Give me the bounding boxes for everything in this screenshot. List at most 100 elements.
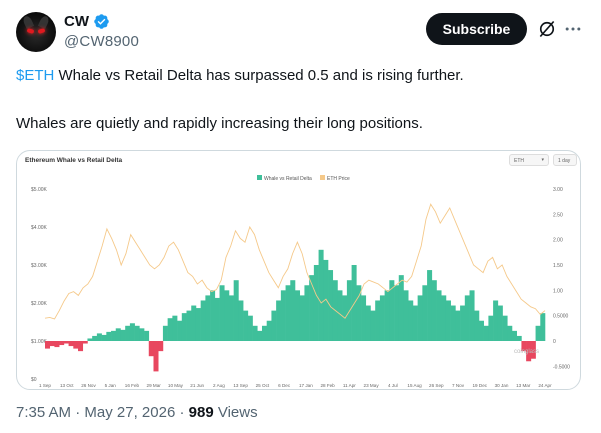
delta-bar	[243, 310, 249, 341]
subscribe-button[interactable]: Subscribe	[426, 13, 527, 45]
delta-bar	[483, 325, 489, 341]
views-label: Views	[213, 404, 258, 421]
delta-bar	[120, 329, 126, 341]
display-name-text[interactable]: CW	[64, 13, 89, 30]
delta-bar	[521, 341, 527, 352]
delta-bar	[210, 290, 216, 341]
delta-bar	[63, 341, 69, 344]
delta-bar	[186, 310, 192, 341]
tweet-date[interactable]: May 27, 2026	[84, 404, 176, 421]
y-right-tick-label: 1.50	[553, 263, 563, 269]
delta-bar	[436, 290, 442, 341]
y-right-tick-label: -0.5000	[553, 364, 570, 370]
delta-bar	[205, 295, 211, 341]
delta-bar	[356, 285, 362, 341]
delta-bar	[195, 308, 201, 341]
chevron-down-icon: ▾	[541, 157, 544, 163]
delta-bar	[394, 285, 400, 341]
delta-bar	[252, 325, 258, 341]
delta-bar	[488, 315, 494, 341]
y-right-tick-label: 3.00	[553, 187, 563, 193]
x-tick-label: 13 Oct	[60, 383, 74, 388]
x-tick-label: 6 Dec	[278, 383, 291, 388]
cashtag-link[interactable]: $ETH	[16, 67, 55, 84]
delta-bar	[318, 249, 324, 341]
delta-bar	[328, 270, 334, 341]
delta-bar	[233, 280, 239, 341]
delta-bar	[309, 275, 315, 341]
delta-bar	[530, 341, 536, 359]
delta-bar	[280, 290, 286, 341]
meta-separator: ·	[71, 404, 85, 421]
legend-label-delta: Whale vs Retail Delta	[264, 176, 312, 182]
delta-bar	[403, 290, 409, 341]
views-count: 989	[188, 404, 214, 421]
delta-bar	[148, 341, 154, 357]
author-handle[interactable]: @CW8900	[64, 33, 139, 50]
delta-bar	[172, 315, 178, 341]
chart-image[interactable]: Ethereum Whale vs Retail Delta ETH ▾ 1 da…	[16, 150, 581, 390]
delta-bar	[290, 280, 296, 341]
delta-bar	[257, 330, 263, 341]
delta-bar	[153, 341, 159, 372]
display-name[interactable]: CW	[64, 13, 110, 30]
x-tick-label: 24 Apr	[538, 383, 552, 388]
delta-bar	[469, 290, 475, 341]
delta-bar	[502, 315, 508, 341]
delta-bar	[167, 318, 173, 341]
coinglass-watermark: coinglass	[514, 349, 539, 355]
delta-bar	[162, 325, 168, 341]
x-tick-label: 17 Jan	[299, 383, 313, 388]
author-info[interactable]: CW @CW8900	[64, 13, 139, 50]
x-tick-label: 26 Sep	[429, 383, 444, 388]
x-tick-label: 13 Mar	[516, 383, 531, 388]
delta-bar	[540, 313, 546, 341]
tweet-time[interactable]: 7:35 AM	[16, 404, 72, 421]
delta-bar	[408, 300, 414, 341]
verified-badge-icon	[94, 14, 109, 29]
y-right-tick-label: 0	[553, 339, 556, 345]
delta-bar	[228, 295, 234, 341]
delta-bar	[445, 300, 451, 341]
asset-selector: ETH ▾	[509, 154, 549, 166]
delta-bar	[134, 325, 140, 341]
legend-label-price: ETH Price	[327, 176, 350, 182]
grok-icon[interactable]	[537, 19, 557, 39]
x-tick-label: 15 Aug	[407, 383, 422, 388]
delta-bar	[441, 295, 447, 341]
more-icon[interactable]	[563, 19, 583, 39]
x-tick-label: 11 Apr	[343, 383, 356, 388]
delta-bar	[389, 280, 395, 341]
tweet-header: CW @CW8900 Subscribe	[16, 10, 586, 58]
delta-bar	[474, 310, 480, 341]
delta-bar	[73, 341, 79, 349]
delta-bar	[214, 297, 220, 341]
x-tick-label: 7 Nov	[452, 383, 465, 388]
y-left-tick-label: $1.00K	[31, 339, 48, 345]
x-tick-label: 16 Feb	[125, 383, 140, 388]
avatar-horn-right	[37, 14, 51, 30]
delta-bar	[370, 310, 376, 341]
x-tick-label: 29 Mar	[147, 383, 162, 388]
delta-bar	[271, 310, 277, 341]
y-right-tick-label: 1.00	[553, 288, 563, 294]
avatar[interactable]	[16, 12, 56, 52]
delta-bar	[464, 295, 470, 341]
x-tick-label: 1 Sep	[39, 383, 51, 388]
delta-bar	[427, 270, 433, 341]
x-tick-label: 2 Aug	[213, 383, 225, 388]
delta-bar	[261, 325, 267, 341]
x-tick-label: 21 Jun	[190, 383, 204, 388]
tweet-meta: 7:35 AM · May 27, 2026 · 989 Views	[16, 404, 258, 421]
x-tick-label: 10 May	[168, 383, 184, 388]
x-tick-label: 19 Dec	[473, 383, 488, 388]
x-tick-label: 5 Jan	[105, 383, 117, 388]
y-left-tick-label: $0	[31, 377, 37, 383]
delta-bar	[384, 290, 390, 341]
delta-bar	[224, 290, 230, 341]
delta-bar	[45, 341, 51, 349]
delta-bar	[276, 300, 282, 341]
delta-bar	[92, 335, 98, 341]
tweet-line-1: $ETH Whale vs Retail Delta has surpassed…	[16, 66, 586, 86]
y-left-tick-label: $2.00K	[31, 301, 48, 307]
